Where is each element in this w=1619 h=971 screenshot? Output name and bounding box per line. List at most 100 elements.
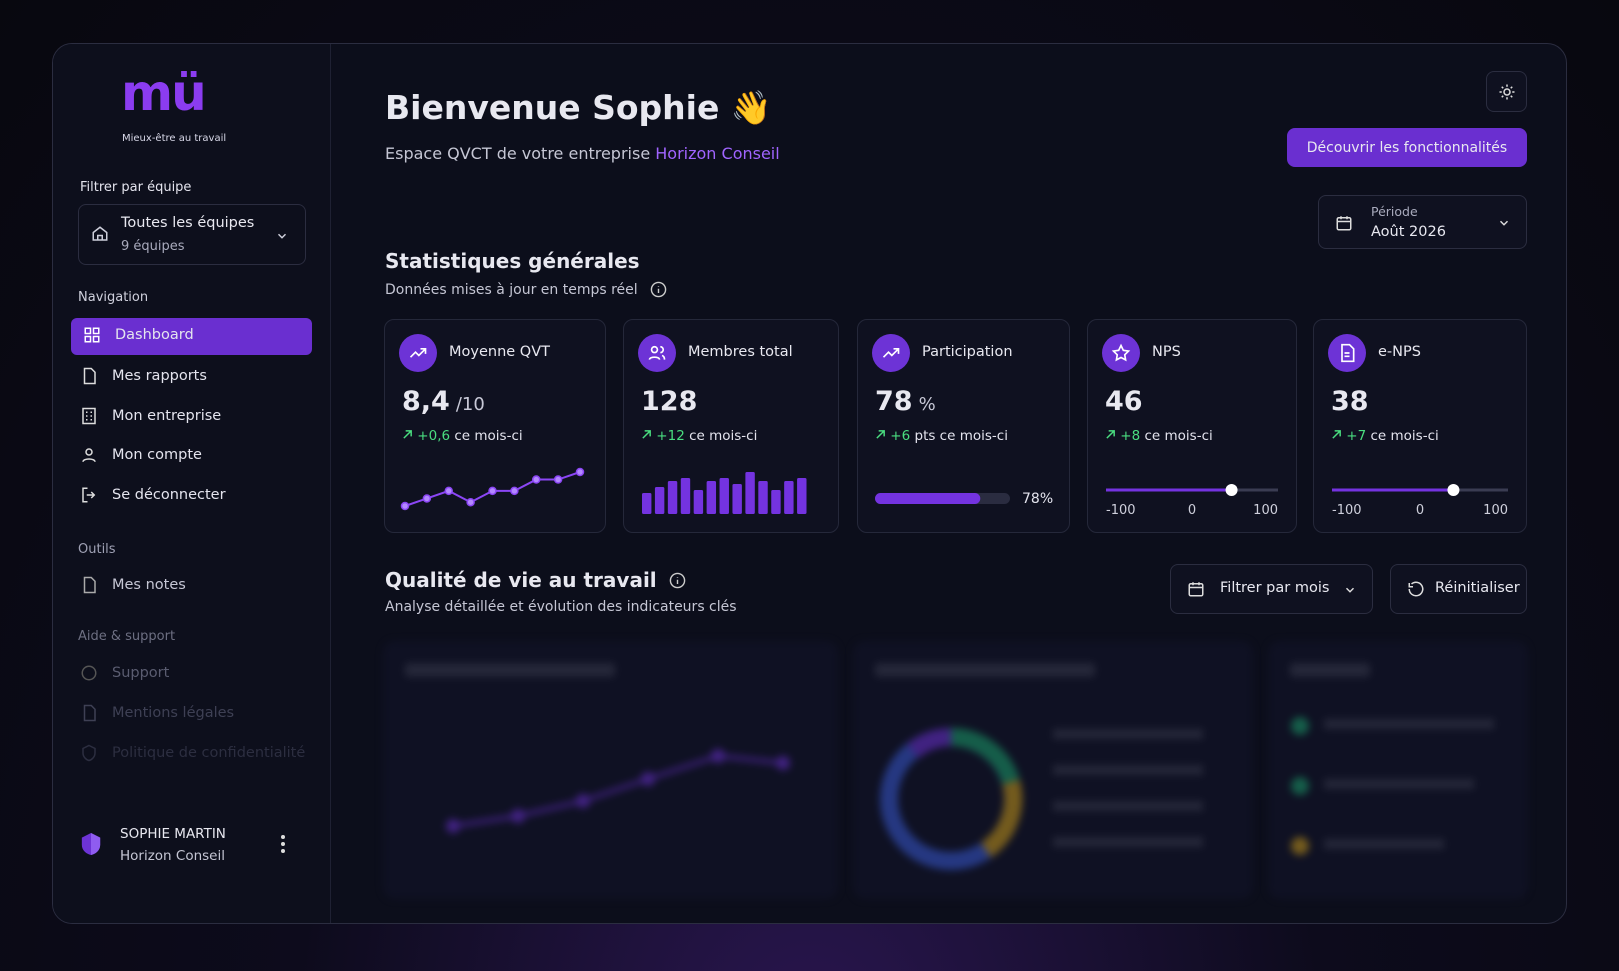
arrow-glyph [642,430,651,439]
user-menu[interactable] [279,834,287,854]
arrow-icon [875,428,890,444]
calendar-icon [1336,216,1352,231]
home-icon [92,226,108,241]
mini-chart: 78% [875,491,1053,507]
card-icon [872,334,910,372]
nav-item[interactable]: Se déconnecter [80,486,226,504]
value-unit: % [918,394,936,415]
subtitle-text: Données mises à jour en temps réel [385,281,638,298]
nav-label: Support [112,665,170,681]
stat-card: Participation 78% +6 pts ce mois-ci 78% [857,319,1070,533]
spark-point [466,497,475,507]
company-link[interactable]: Horizon Conseil [655,144,780,163]
spark-point [553,475,563,484]
chevron [1345,587,1355,593]
bar [784,481,794,514]
value-unit: /10 [455,394,485,415]
gauge-tick-label: 100 [1253,503,1278,518]
info-icon[interactable] [669,572,686,589]
blurred-card [383,641,838,899]
card-label: Moyenne QVT [449,344,550,360]
arrow-glyph [403,430,412,439]
card-value: 38 [1331,386,1369,417]
bar [745,472,755,514]
value-text: 128 [641,386,698,417]
team-count: 9 équipes [121,239,185,254]
nav-item[interactable]: Mes rapports [80,367,207,385]
filter-text: Filtrer par mois [1220,580,1330,596]
arrow-glyph [1106,430,1115,439]
reset-button[interactable]: Réinitialiser [1390,564,1527,614]
card-value: 46 [1105,386,1143,417]
card-change: +0,6 ce mois-ci [402,428,523,444]
theme-toggle[interactable] [1486,71,1527,112]
value-text: 78 [875,386,913,417]
gauge-tick-label: 0 [1188,503,1196,518]
arrow-glyph [876,430,885,439]
nav-item[interactable]: Dashboard [83,326,194,344]
icon-glyph [1111,343,1131,362]
nav-item[interactable]: Support [80,664,169,682]
card-label: Membres total [688,344,793,360]
arrow-icon [1331,428,1346,444]
nav-icon [83,704,96,722]
spark-point [532,475,541,484]
spark-point [510,486,519,496]
team-select[interactable]: Toutes les équipes 9 équipes [78,204,306,265]
nav-icon [84,327,100,343]
nav-label: Mon compte [112,447,202,463]
period-label: Période [1371,204,1418,219]
nav-item[interactable]: Mon compte [80,446,202,464]
arrow-glyph [1332,430,1341,439]
arrow-icon [1105,428,1120,444]
card-value: 128 [641,386,697,417]
blurred-card [1268,641,1528,899]
reset-text: Réinitialiser [1435,580,1520,596]
arrow-icon [402,428,417,444]
cta-button[interactable]: Découvrir les fonctionnalités [1287,128,1527,167]
nav-item[interactable]: Mentions légales [80,704,234,722]
card-icon [1328,334,1366,372]
stat-card: NPS 46 +8 ce mois-ci -100 0 100 [1087,319,1297,533]
info-icon[interactable] [650,281,667,298]
nav-item[interactable]: Politique de confidentialité [80,744,305,762]
section-title: Statistiques générales [385,249,640,273]
page-title: Bienvenue Sophie 👋 [385,88,772,127]
user-name: SOPHIE MARTIN [120,826,226,842]
card-value: 8,4/10 [402,386,485,417]
spark-point [575,467,585,477]
bar [732,484,742,514]
change-value: +6 [890,428,911,444]
subtitle-text: Espace QVCT de votre entreprise [385,144,651,163]
nav-icon [83,576,96,594]
nav-label: Dashboard [115,327,194,343]
change-text: ce mois-ci [1144,428,1213,444]
stat-card: Membres total 128 +12 ce mois-ci [623,319,839,533]
change-text: pts ce mois-ci [914,428,1008,444]
blurred-list [1291,717,1494,855]
value-text: 38 [1331,386,1369,417]
stat-card: Moyenne QVT 8,4/10 +0,6 ce mois-ci [384,319,606,533]
change-value: +7 [1346,428,1367,444]
nav-icon [82,487,96,503]
progress-bar [875,493,981,504]
spark-point [400,501,410,511]
nav-label: Mes notes [112,577,186,593]
user-avatar [81,833,101,855]
month-filter[interactable]: Filtrer par mois [1170,564,1373,614]
nav-item[interactable]: Mon entreprise [80,407,221,425]
change-value: +0,6 [417,428,451,444]
tagline: Mieux-être au travail [122,133,227,144]
nav-icon [82,448,96,463]
nav-item[interactable]: Mes notes [80,576,186,594]
app-window: mü Mieux-être au travail Filtrer par équ… [52,43,1567,924]
period-select[interactable]: Période Août 2026 [1318,195,1527,249]
bar [719,478,729,514]
change-text: ce mois-ci [689,428,758,444]
gauge-tick-label: -100 [1106,503,1136,518]
bar [654,487,665,514]
card-icon [1102,334,1140,372]
value-text: 46 [1105,386,1143,417]
card-icon [399,334,437,372]
